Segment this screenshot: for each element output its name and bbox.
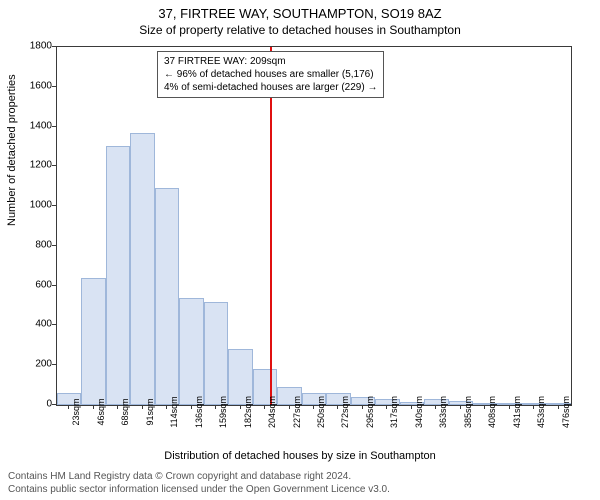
chart-container: 37, FIRTREE WAY, SOUTHAMPTON, SO19 8AZ S… bbox=[0, 0, 600, 500]
histogram-bar bbox=[81, 278, 105, 405]
y-tick-label: 1000 bbox=[30, 200, 52, 211]
y-tick-mark bbox=[52, 324, 56, 325]
y-tick-label: 1600 bbox=[30, 80, 52, 91]
x-tick-mark bbox=[166, 405, 167, 409]
x-tick-mark bbox=[289, 405, 290, 409]
x-tick-label: 476sqm bbox=[561, 396, 571, 428]
x-tick-mark bbox=[362, 405, 363, 409]
annot-line: 37 FIRTREE WAY: 209sqm bbox=[164, 55, 377, 68]
x-tick-mark bbox=[264, 405, 265, 409]
page-subtitle: Size of property relative to detached ho… bbox=[0, 21, 600, 37]
annot-line: 4% of semi-detached houses are larger (2… bbox=[164, 81, 377, 94]
x-tick-mark bbox=[533, 405, 534, 409]
x-tick-label: 23sqm bbox=[71, 398, 81, 425]
x-tick-label: 204sqm bbox=[267, 396, 277, 428]
x-tick-mark bbox=[240, 405, 241, 409]
histogram-bar bbox=[106, 146, 130, 405]
y-tick-label: 1800 bbox=[30, 41, 52, 52]
x-tick-mark bbox=[142, 405, 143, 409]
y-tick-label: 1400 bbox=[30, 120, 52, 131]
footer-line-2: Contains public sector information licen… bbox=[8, 484, 390, 497]
x-tick-label: 227sqm bbox=[292, 396, 302, 428]
x-tick-label: 114sqm bbox=[169, 396, 179, 427]
annotation-box: 37 FIRTREE WAY: 209sqm← 96% of detached … bbox=[157, 51, 384, 98]
x-tick-label: 431sqm bbox=[512, 396, 522, 428]
x-tick-mark bbox=[460, 405, 461, 409]
x-tick-label: 68sqm bbox=[120, 398, 130, 425]
x-tick-label: 91sqm bbox=[145, 398, 155, 425]
x-tick-mark bbox=[484, 405, 485, 409]
x-tick-mark bbox=[117, 405, 118, 409]
x-tick-label: 363sqm bbox=[438, 396, 448, 428]
x-tick-label: 340sqm bbox=[414, 396, 424, 428]
annot-line: ← 96% of detached houses are smaller (5,… bbox=[164, 68, 377, 81]
x-tick-label: 159sqm bbox=[218, 396, 228, 428]
x-tick-mark bbox=[509, 405, 510, 409]
histogram-bar bbox=[179, 298, 203, 405]
x-tick-label: 46sqm bbox=[96, 398, 106, 425]
footer-line-1: Contains HM Land Registry data © Crown c… bbox=[8, 471, 390, 484]
x-tick-label: 295sqm bbox=[365, 396, 375, 428]
y-tick-mark bbox=[52, 46, 56, 47]
x-tick-label: 385sqm bbox=[463, 396, 473, 428]
y-tick-label: 200 bbox=[35, 359, 52, 370]
x-axis-label: Distribution of detached houses by size … bbox=[0, 450, 600, 462]
x-tick-mark bbox=[93, 405, 94, 409]
y-tick-mark bbox=[52, 364, 56, 365]
y-axis-label: Number of detached properties bbox=[6, 74, 18, 226]
page-title: 37, FIRTREE WAY, SOUTHAMPTON, SO19 8AZ bbox=[0, 0, 600, 21]
x-tick-mark bbox=[558, 405, 559, 409]
y-tick-mark bbox=[52, 205, 56, 206]
property-marker-line bbox=[270, 47, 272, 405]
x-tick-mark bbox=[313, 405, 314, 409]
x-tick-mark bbox=[68, 405, 69, 409]
x-tick-mark bbox=[435, 405, 436, 409]
x-tick-mark bbox=[386, 405, 387, 409]
x-tick-label: 408sqm bbox=[487, 396, 497, 428]
histogram-bar bbox=[204, 302, 228, 405]
x-tick-mark bbox=[337, 405, 338, 409]
x-tick-label: 182sqm bbox=[243, 396, 253, 428]
x-tick-label: 453sqm bbox=[536, 396, 546, 428]
y-tick-label: 800 bbox=[35, 239, 52, 250]
x-tick-mark bbox=[215, 405, 216, 409]
x-tick-label: 317sqm bbox=[389, 396, 399, 428]
x-tick-mark bbox=[191, 405, 192, 409]
y-tick-label: 400 bbox=[35, 319, 52, 330]
plot-area: 37 FIRTREE WAY: 209sqm← 96% of detached … bbox=[56, 46, 572, 406]
y-tick-mark bbox=[52, 165, 56, 166]
y-tick-label: 1200 bbox=[30, 160, 52, 171]
y-tick-mark bbox=[52, 404, 56, 405]
y-tick-mark bbox=[52, 86, 56, 87]
y-tick-label: 600 bbox=[35, 279, 52, 290]
footer-attribution: Contains HM Land Registry data © Crown c… bbox=[8, 471, 390, 496]
y-tick-mark bbox=[52, 126, 56, 127]
histogram-bar bbox=[130, 133, 154, 405]
y-tick-mark bbox=[52, 245, 56, 246]
x-tick-label: 136sqm bbox=[194, 396, 204, 428]
x-tick-label: 250sqm bbox=[316, 396, 326, 428]
x-tick-label: 272sqm bbox=[340, 396, 350, 428]
y-tick-mark bbox=[52, 285, 56, 286]
x-tick-mark bbox=[411, 405, 412, 409]
histogram-bar bbox=[155, 188, 179, 405]
